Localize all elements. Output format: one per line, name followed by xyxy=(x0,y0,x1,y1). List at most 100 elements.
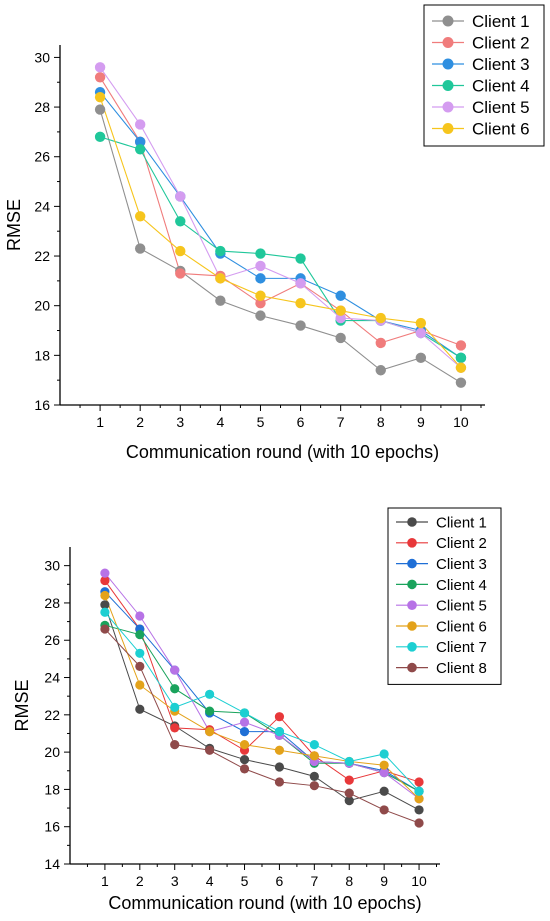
series-line-client-8 xyxy=(104,628,420,824)
data-point-client-6 xyxy=(255,290,266,301)
data-point-client-6 xyxy=(309,751,319,761)
data-point-client-4 xyxy=(455,352,467,364)
data-point-client-6 xyxy=(415,317,427,329)
data-point-client-6 xyxy=(375,312,386,324)
x-tick-label: 1 xyxy=(96,414,104,430)
data-point-client-1 xyxy=(414,805,424,815)
data-point-client-8 xyxy=(135,661,145,671)
data-point-client-5 xyxy=(175,191,186,202)
data-point-client-6 xyxy=(239,740,250,750)
data-point-client-7 xyxy=(170,702,180,712)
data-point-client-3 xyxy=(335,290,346,301)
legend-label-client-3: Client 3 xyxy=(436,556,487,573)
x-tick-label: 7 xyxy=(337,414,345,430)
series-line-client-4 xyxy=(104,624,420,792)
x-tick-label: 1 xyxy=(101,873,109,889)
data-point-client-1 xyxy=(335,332,346,344)
y-axis-title: RMSE xyxy=(12,679,32,731)
legend-box xyxy=(387,507,502,685)
y-tick-label: 28 xyxy=(44,595,60,611)
x-tick-label: 4 xyxy=(216,414,224,430)
data-point-client-6 xyxy=(135,680,145,690)
data-point-client-8 xyxy=(379,805,389,815)
series-line-client-5 xyxy=(104,572,420,800)
data-point-client-4 xyxy=(134,144,146,155)
y-tick-label: 30 xyxy=(34,49,50,65)
data-point-client-2 xyxy=(274,712,285,722)
data-point-client-2 xyxy=(375,337,386,349)
y-tick-label: 22 xyxy=(44,707,60,723)
data-point-client-8 xyxy=(344,788,354,798)
data-point-client-5 xyxy=(100,568,110,578)
legend-marker-client-1 xyxy=(407,517,417,527)
y-tick-label: 18 xyxy=(44,781,60,797)
data-point-client-6 xyxy=(175,245,186,257)
data-point-client-1 xyxy=(344,796,354,806)
data-point-client-8 xyxy=(274,777,285,787)
data-point-client-6 xyxy=(100,590,110,601)
legend-marker-client-4 xyxy=(407,579,417,590)
data-point-client-7 xyxy=(100,607,110,617)
data-point-client-5 xyxy=(335,312,346,324)
data-point-client-2 xyxy=(414,777,424,787)
legend-marker-client-3 xyxy=(407,558,417,569)
data-point-client-1 xyxy=(255,310,266,321)
series-line-client-4 xyxy=(99,136,462,359)
legend-label-client-4: Client 4 xyxy=(472,77,530,96)
legend-marker-client-1 xyxy=(442,15,454,27)
x-tick-label: 10 xyxy=(453,414,469,430)
legend-label-client-1: Client 1 xyxy=(436,514,487,531)
data-point-client-8 xyxy=(309,781,319,791)
data-point-client-5 xyxy=(295,278,306,289)
legend-label-client-5: Client 5 xyxy=(472,98,530,117)
legend-label-client-4: Client 4 xyxy=(436,577,487,594)
data-point-client-7 xyxy=(205,689,215,699)
series-line-client-1 xyxy=(99,109,462,384)
legend-marker-client-2 xyxy=(442,37,454,48)
data-point-client-3 xyxy=(255,273,266,284)
legend-label-client-8: Client 8 xyxy=(436,660,487,677)
data-point-client-7 xyxy=(414,786,424,796)
data-point-client-1 xyxy=(379,786,389,796)
y-tick-label: 30 xyxy=(44,558,60,574)
data-point-client-8 xyxy=(239,764,250,774)
x-tick-label: 6 xyxy=(297,414,305,430)
data-point-client-1 xyxy=(455,377,467,388)
data-point-client-1 xyxy=(94,104,106,115)
series-line-client-1 xyxy=(104,604,420,811)
data-point-client-2 xyxy=(170,723,180,733)
legend-marker-client-6 xyxy=(442,123,454,134)
data-point-client-4 xyxy=(170,684,180,694)
y-tick-label: 14 xyxy=(44,856,60,872)
series-line-client-5 xyxy=(99,67,462,369)
chart-1: 16 18 20 22 24 26 28 30 1 2 3 4 5 6 7 8 9 10 Communication… xyxy=(4,4,545,462)
data-point-client-6 xyxy=(205,727,215,737)
x-tick-label: 9 xyxy=(380,873,388,889)
data-point-client-8 xyxy=(100,624,110,634)
legend-label-client-5: Client 5 xyxy=(436,598,487,615)
data-point-client-5 xyxy=(379,768,389,778)
y-tick-label: 22 xyxy=(34,248,50,264)
x-tick-label: 2 xyxy=(136,414,144,430)
data-point-client-7 xyxy=(135,648,145,658)
legend-label-client-2: Client 2 xyxy=(472,34,530,53)
data-point-client-6 xyxy=(274,745,285,755)
data-point-client-2 xyxy=(94,72,106,83)
x-tick-label: 2 xyxy=(136,873,144,889)
y-tick-label: 24 xyxy=(34,198,50,214)
x-tick-label: 3 xyxy=(171,873,179,889)
x-tick-label: 10 xyxy=(411,873,427,889)
data-point-client-1 xyxy=(375,365,386,376)
data-point-client-6 xyxy=(94,91,106,103)
x-axis-title: Communication round (with 10 epochs) xyxy=(108,893,421,913)
series-line-client-3 xyxy=(104,591,420,792)
data-point-client-1 xyxy=(274,762,285,772)
data-point-client-1 xyxy=(239,754,250,765)
legend-marker-client-3 xyxy=(442,58,454,70)
legend-label-client-6: Client 6 xyxy=(436,618,487,635)
data-point-client-7 xyxy=(379,749,389,759)
data-point-client-7 xyxy=(239,708,250,718)
data-point-client-1 xyxy=(295,320,306,331)
data-point-client-4 xyxy=(295,253,306,264)
